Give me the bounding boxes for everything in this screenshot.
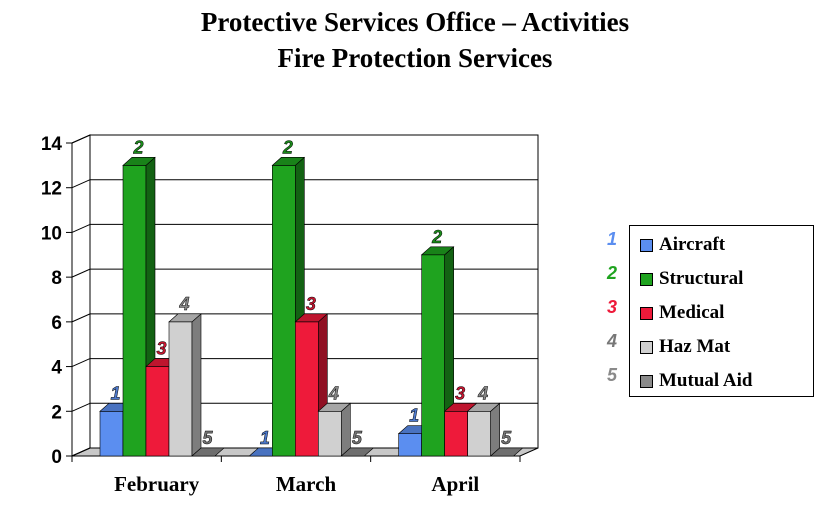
- legend-item: Aircraft: [640, 234, 725, 256]
- chart-title: Protective Services Office – Activities: [200, 7, 630, 37]
- gridline-side: [71, 179, 91, 189]
- bar-series-label: 5: [202, 428, 213, 448]
- legend-keys: 1 2 3 4 5: [600, 225, 624, 397]
- bar-series-label: 2: [431, 227, 442, 247]
- bar-haz-mat-february: [168, 313, 202, 457]
- legend-label: Medical: [659, 302, 725, 323]
- bar-series-label: 4: [477, 383, 488, 403]
- gridline-side: [71, 402, 91, 412]
- bar-series-label: 1: [409, 406, 419, 426]
- bar-series-label: 4: [178, 294, 189, 314]
- gridline-side: [71, 268, 91, 278]
- bar-mutual-aid-april: [489, 447, 524, 457]
- bar-series-label: 3: [156, 339, 166, 359]
- legend-key-number: 4: [606, 331, 617, 351]
- bar-series-label: 5: [501, 428, 512, 448]
- legend-key-number: 2: [606, 263, 617, 283]
- gridline-side: [71, 134, 91, 144]
- legend-swatch: [640, 272, 653, 286]
- legend-key-number: 3: [606, 297, 617, 317]
- bar-series-label: 3: [455, 383, 465, 403]
- legend-item: Structural: [640, 268, 743, 290]
- legend-swatch: [640, 374, 653, 388]
- x-category-label: March: [276, 472, 337, 496]
- bar-series-label: 3: [306, 294, 316, 314]
- gridline-side: [71, 313, 91, 323]
- bar-mutual-aid-march: [340, 447, 375, 457]
- bar-series-label: 4: [328, 383, 339, 403]
- y-tick-label: 12: [41, 179, 62, 200]
- bar-haz-mat-april: [466, 402, 501, 457]
- bar-series-label: 2: [282, 137, 293, 157]
- bar-structural-april: [420, 246, 455, 457]
- bar-series-label: 1: [260, 428, 270, 448]
- bar-series-label: 1: [110, 383, 120, 403]
- gridline-side: [71, 358, 91, 368]
- legend-item: Mutual Aid: [640, 370, 752, 392]
- chart-title-block: Protective Services Office – Activities …: [0, 4, 830, 76]
- legend-item: Medical: [640, 302, 724, 324]
- y-tick-label: 2: [51, 402, 62, 423]
- bars-layer: [99, 156, 524, 457]
- gridline-side: [71, 447, 91, 457]
- chart-subtitle: Fire Protection Services: [277, 43, 553, 73]
- legend-swatch: [640, 238, 653, 252]
- bar-mutual-aid-february: [191, 447, 225, 457]
- bar-series-label: 2: [132, 137, 143, 157]
- legend-label: Aircraft: [659, 234, 726, 255]
- legend-swatch: [640, 306, 653, 320]
- y-tick-label: 6: [51, 313, 62, 334]
- gridline-side: [71, 223, 91, 233]
- legend-swatch: [640, 340, 653, 354]
- legend-item: Haz Mat: [640, 336, 730, 358]
- y-tick-label: 0: [51, 447, 62, 468]
- y-tick-label: 8: [51, 268, 62, 289]
- y-tick-label: 10: [41, 223, 62, 244]
- bar-series-label: 5: [352, 428, 363, 448]
- x-category-label: April: [431, 472, 479, 496]
- legend-label: Structural: [659, 268, 744, 289]
- legend-key-number: 5: [606, 365, 617, 385]
- y-tick-label: 4: [51, 358, 62, 379]
- left-wall: [71, 134, 91, 457]
- legend-key-number: 1: [606, 229, 617, 249]
- y-tick-label: 14: [41, 134, 63, 155]
- legend-label: Mutual Aid: [659, 370, 753, 391]
- legend-label: Haz Mat: [659, 336, 731, 357]
- bar-haz-mat-march: [317, 402, 352, 457]
- legend: Aircraft Structural Medical Haz Mat Mutual A…: [629, 225, 814, 397]
- x-category-label: February: [114, 472, 200, 496]
